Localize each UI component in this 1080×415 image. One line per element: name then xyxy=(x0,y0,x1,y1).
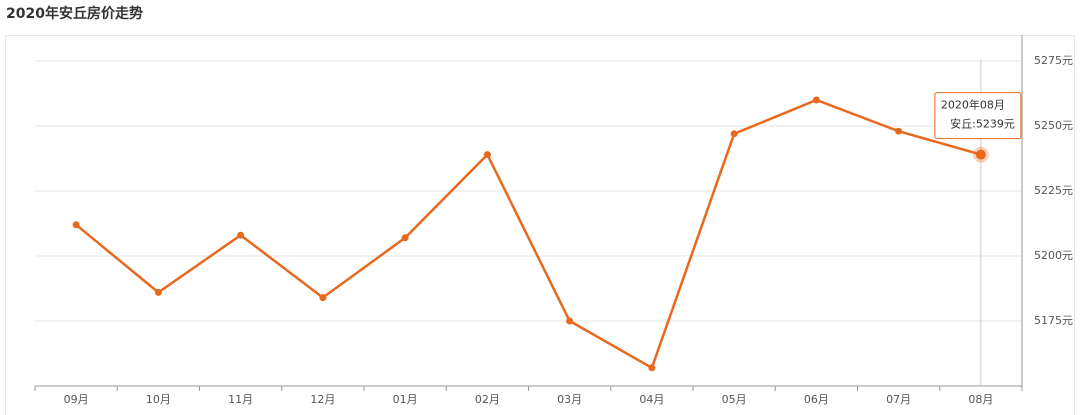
chart-frame xyxy=(5,35,1075,415)
x-tick-label: 02月 xyxy=(475,393,500,406)
x-tick-label: 10月 xyxy=(146,393,171,406)
x-tick-label: 11月 xyxy=(228,393,253,406)
x-tick-label: 05月 xyxy=(722,393,747,406)
x-tick-label: 12月 xyxy=(310,393,335,406)
y-tick-label: 5250元 xyxy=(1034,119,1073,132)
chart-title: 2020年安丘房价走势 xyxy=(6,5,143,22)
tooltip-box xyxy=(934,92,1022,140)
point xyxy=(648,364,656,372)
tooltip-title: 2020年08月 xyxy=(941,98,1005,112)
point xyxy=(566,317,574,325)
point xyxy=(319,294,327,302)
point xyxy=(895,127,903,135)
y-tick-label: 5200元 xyxy=(1034,249,1073,262)
x-tick-label: 06月 xyxy=(804,393,829,406)
x-tick-label: 04月 xyxy=(639,393,664,406)
point xyxy=(237,231,245,239)
tooltip-label: 安丘:5239元 xyxy=(950,117,1015,131)
point xyxy=(812,96,820,104)
point xyxy=(72,221,80,229)
x-tick-label: 07月 xyxy=(886,393,911,406)
x-tick-label: 08月 xyxy=(968,393,993,406)
y-tick-label: 5175元 xyxy=(1034,314,1073,327)
line-series xyxy=(75,98,982,370)
point xyxy=(483,151,491,159)
y-tick-label: 5225元 xyxy=(1034,184,1073,197)
point xyxy=(730,130,738,138)
point xyxy=(154,288,162,296)
x-tick-label: 09月 xyxy=(64,393,89,406)
x-tick-label: 01月 xyxy=(393,393,418,406)
x-tick-label: 03月 xyxy=(557,393,582,406)
point xyxy=(975,149,986,160)
point xyxy=(401,234,409,242)
y-tick-label: 5275元 xyxy=(1034,54,1073,67)
